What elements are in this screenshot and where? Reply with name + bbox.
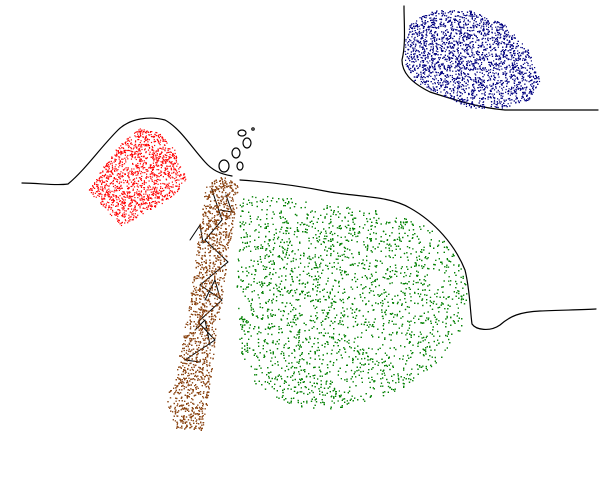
drawing-canvas — [0, 0, 600, 484]
